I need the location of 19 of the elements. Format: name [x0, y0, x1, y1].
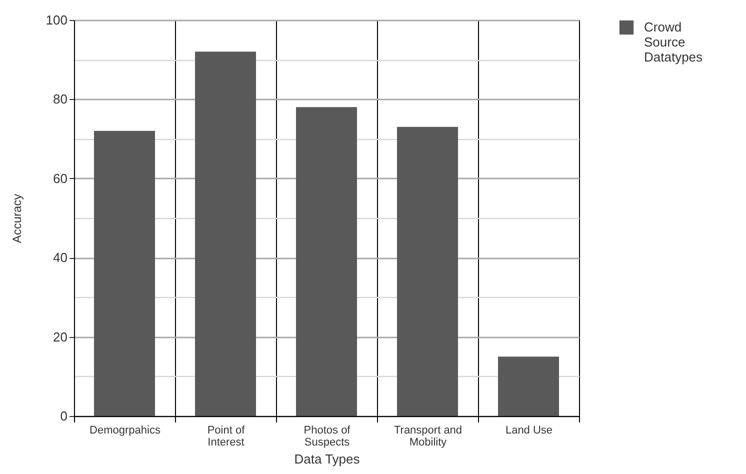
y-tick-label: 20: [53, 329, 68, 344]
y-tick-label: 100: [46, 12, 68, 28]
bar: [195, 52, 256, 416]
bar: [397, 126, 458, 416]
x-tick-label: Point of Interest: [207, 424, 246, 448]
bar: [94, 130, 155, 416]
x-tick-label: Photos of Suspects: [304, 424, 352, 448]
x-tick-label: Demogrpahics: [90, 424, 161, 436]
y-tick-label: 60: [53, 170, 68, 186]
x-tick-label: Transport and Mobility: [394, 424, 462, 448]
y-tick-label: 0: [60, 408, 68, 424]
y-tick-label: 80: [53, 92, 68, 107]
bar: [498, 356, 559, 416]
bar: [296, 107, 357, 416]
legend-label: Crowd Source Datatypes: [644, 20, 704, 64]
y-axis-title: Accuracy: [10, 194, 24, 244]
y-tick-label: 40: [53, 250, 68, 266]
x-axis-title: Data Types: [294, 452, 360, 466]
x-tick-label: Land Use: [505, 424, 553, 436]
